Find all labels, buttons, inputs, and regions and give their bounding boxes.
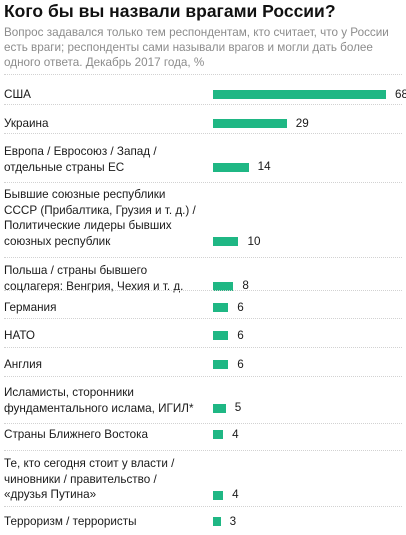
value-label: 10: [247, 234, 261, 248]
value-label: 4: [232, 488, 239, 501]
value-label: 6: [237, 357, 244, 371]
bar: [213, 162, 249, 172]
row-separator: [4, 450, 402, 451]
bar: [213, 360, 229, 370]
chart-title: Кого бы вы назвали врагами России?: [4, 1, 336, 21]
bar: [213, 403, 226, 413]
category-label: Бывшие союзные республики СССР (Прибалти…: [4, 188, 196, 248]
category-label: Европа / Евросоюз / Запад / отдельные ст…: [4, 145, 157, 174]
chart-subtitle: Вопрос задавался только тем респондентам…: [4, 26, 389, 69]
bar: [213, 281, 234, 291]
value-label: 68: [395, 87, 406, 101]
bar: [213, 331, 229, 341]
category-label: Терроризм / террористы: [4, 515, 137, 528]
category-label: Страны Ближнего Востока: [4, 428, 149, 441]
row-separator: [4, 376, 402, 377]
category-label: Англия: [4, 358, 42, 371]
bar: [213, 517, 221, 527]
category-label: Исламисты, сторонники фундаментального и…: [4, 386, 194, 415]
row-separator: [4, 257, 402, 258]
category-label: США: [4, 88, 31, 101]
category-label: Украина: [4, 117, 49, 130]
category-label: Германия: [4, 301, 57, 314]
bar: [213, 237, 239, 247]
value-label: 29: [295, 116, 309, 130]
bar: [213, 119, 287, 129]
bar: [213, 430, 224, 440]
bar: [213, 490, 224, 500]
row-separator: [4, 318, 402, 319]
bar: [213, 303, 229, 313]
value-label: 14: [257, 160, 271, 174]
row-separator: [4, 104, 402, 105]
value-label: 6: [237, 300, 244, 314]
value-label: 5: [234, 401, 242, 415]
category-label: НАТО: [4, 329, 36, 342]
category-label: Те, кто сегодня стоит у власти / чиновни…: [4, 457, 175, 502]
value-label: 4: [232, 427, 239, 441]
value-label: 8: [242, 279, 249, 293]
row-separator: [4, 506, 402, 507]
category-label: Польша / страны бывшего соцлагеря: Венгр…: [4, 264, 184, 293]
value-label: 6: [237, 328, 244, 342]
row-separator: [4, 423, 402, 424]
value-label: 3: [229, 514, 237, 528]
row-separator: [4, 133, 402, 134]
row-separator: [4, 347, 402, 348]
row-separator: [4, 74, 402, 75]
row-separator: [4, 182, 402, 183]
bar: [213, 90, 386, 100]
row-separator: [4, 290, 402, 291]
